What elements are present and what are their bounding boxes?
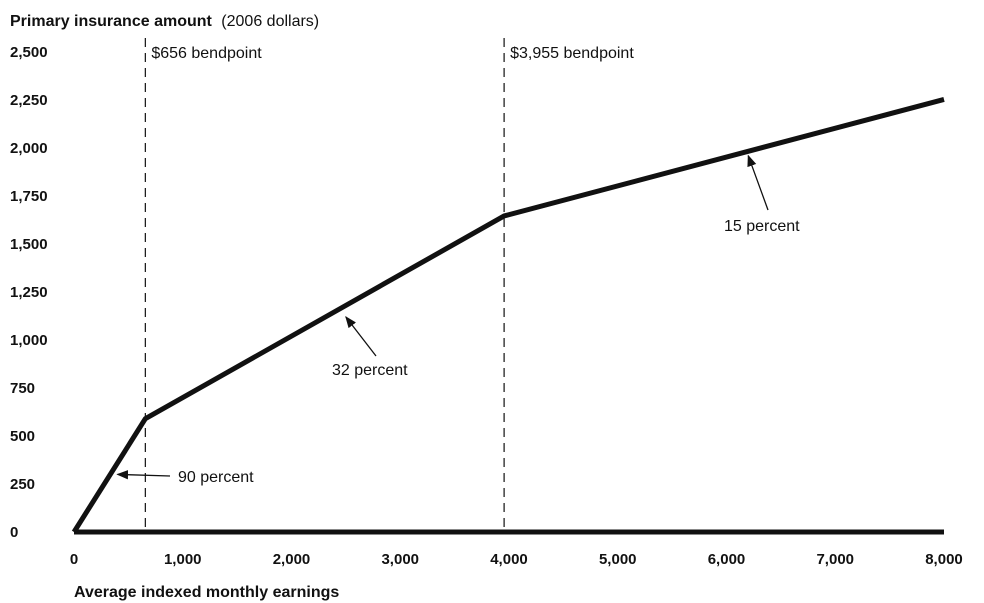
y-tick-label: 1,250: [10, 284, 48, 301]
y-tick-label: 750: [10, 380, 35, 397]
series-line: [71, 97, 945, 534]
annotation-label: 32 percent: [332, 362, 408, 379]
x-tick-label: 8,000: [925, 551, 963, 568]
y-tick-label: 2,000: [10, 140, 48, 157]
bendpoint-label: $656 bendpoint: [151, 45, 262, 62]
y-tick-label: 250: [10, 476, 35, 493]
tick-labels: 0 250 500 750 1,000 1,250 1,500 1,750 2,000 2,250…: [10, 44, 963, 568]
x-tick-label: 5,000: [599, 551, 637, 568]
x-tick-label: 7,000: [816, 551, 854, 568]
y-axis-label: Primary insurance amount: [10, 13, 213, 30]
annotation-arrow: [345, 316, 377, 357]
bendpoint-label: $3,955 bendpoint: [510, 45, 634, 62]
x-axis-label: Average indexed monthly earnings: [74, 584, 339, 601]
x-tick-label: 3,000: [381, 551, 419, 568]
y-tick-label: 1,750: [10, 188, 48, 205]
bendpoint-lines: $656 bendpoint $3,955 bendpoint: [144, 38, 634, 532]
y-axis-unit: (2006 dollars): [221, 13, 319, 30]
y-tick-label: 2,250: [10, 92, 48, 109]
annotations: 90 percent 32 percent 15 percent: [116, 154, 800, 486]
annotation-arrow: [747, 154, 769, 211]
x-tick-label: 1,000: [164, 551, 202, 568]
x-tick-label: 2,000: [273, 551, 311, 568]
x-tick-label: 4,000: [490, 551, 528, 568]
x-tick-label: 6,000: [708, 551, 746, 568]
y-tick-label: 1,500: [10, 236, 48, 253]
y-tick-label: 0: [10, 524, 18, 541]
y-tick-label: 1,000: [10, 332, 48, 349]
series-layer: [71, 97, 945, 535]
y-tick-label: 500: [10, 428, 35, 445]
y-axis-title: Primary insurance amount (2006 dollars): [10, 13, 319, 30]
y-tick-label: 2,500: [10, 44, 48, 61]
annotation-label: 15 percent: [724, 218, 800, 235]
annotation-arrow: [116, 470, 171, 480]
x-tick-label: 0: [70, 551, 78, 568]
annotation-label: 90 percent: [178, 469, 254, 486]
